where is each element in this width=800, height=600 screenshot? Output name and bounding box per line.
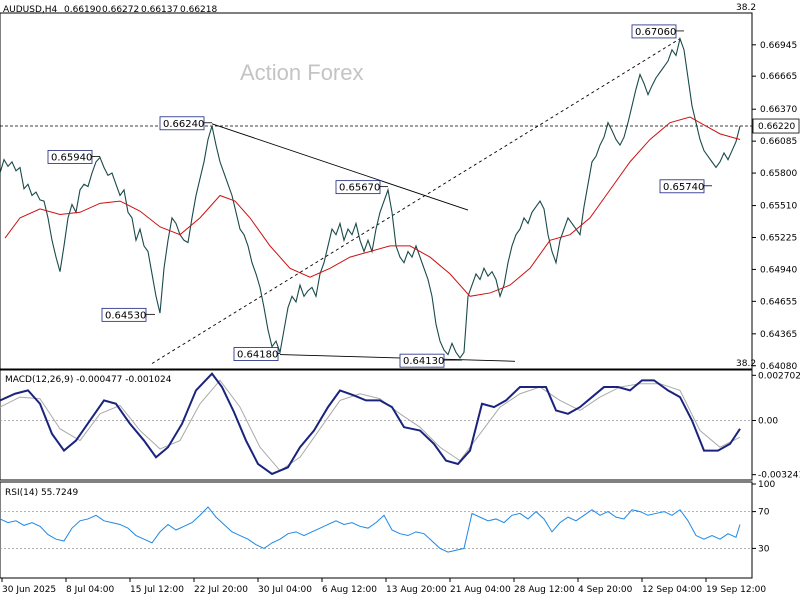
open-value: 0.66190 (64, 5, 101, 15)
price-line (0, 36, 741, 359)
price-tick-label-6: 0.65225 (760, 233, 797, 243)
price-tick-label-3: 0.66085 (760, 137, 797, 147)
price-panel-frame (0, 12, 753, 370)
price-tick-label-2: 0.66370 (760, 105, 797, 115)
macd-layer (0, 372, 752, 476)
macd-title: MACD(12,26,9) -0.000477 -0.001024 (5, 375, 172, 385)
price-tick-label-0: 0.66945 (760, 41, 797, 51)
price-callout-label-1: 0.66240 (163, 119, 204, 130)
price-callout-label-2: 0.64530 (105, 310, 146, 321)
time-tick-label-4: 30 Jul 04:00 (258, 585, 312, 595)
trend-line-2 (151, 38, 681, 364)
current-price-tag (752, 118, 800, 134)
price-axis: 0.66945 0.66665 0.66370 0.66085 0.65800 0.655… (752, 41, 800, 372)
time-axis: 30 Jun 2025 8 Jul 04:00 15 Jul 12:00 22 Jul… (1, 578, 766, 595)
time-tick-label-8: 28 Aug 12:00 (514, 585, 575, 595)
price-callout-box-4 (233, 347, 279, 361)
price-callout-box-3 (335, 180, 381, 195)
price-tick-label-10: 0.64080 (760, 362, 797, 372)
current-price-label: 0.66220 (758, 122, 795, 132)
rsi-axis: 100 70 30 (752, 480, 775, 554)
rsi-tick-label-1: 70 (758, 508, 770, 518)
top-corner-label: 38.2 (736, 3, 756, 13)
symbol-label: AUDUSD,H4 (3, 5, 58, 15)
rsi-line (0, 506, 741, 553)
moving-average-line (4, 116, 741, 297)
close-value: 0.66218 (180, 5, 217, 15)
price-callout-box-1 (159, 116, 205, 131)
time-tick-label-2: 15 Jul 12:00 (130, 585, 184, 595)
price-callout-2: 0.64530 (101, 307, 155, 322)
price-tick-label-7: 0.64940 (760, 265, 797, 275)
price-callout-box-5 (399, 353, 445, 368)
price-callout-box-6 (631, 24, 677, 39)
price-callout-label-5: 0.64130 (403, 356, 444, 367)
bottom-corner-label: 38.2 (736, 359, 756, 369)
time-tick-label-10: 12 Sep 04:00 (642, 585, 702, 595)
time-tick-label-1: 8 Jul 04:00 (66, 585, 115, 595)
rsi-layer (0, 506, 752, 553)
time-tick-label-3: 22 Jul 20:00 (194, 585, 248, 595)
price-layer: 0.65940 0.66240 0.64530 0.65670 0.64180 0.641… (0, 24, 752, 368)
price-callout-0: 0.65940 (47, 149, 100, 164)
price-callout-label-6: 0.67060 (635, 27, 676, 38)
price-tick-label-1: 0.66665 (760, 72, 797, 82)
macd-line (0, 372, 741, 476)
price-callout-3: 0.65670 (335, 180, 388, 195)
high-value: 0.66272 (102, 5, 139, 15)
price-callout-7: 0.65740 (659, 179, 712, 194)
price-callout-5: 0.64130 (399, 353, 462, 368)
time-tick-label-9: 4 Sep 20:00 (578, 585, 633, 595)
time-tick-label-7: 21 Aug 04:00 (450, 585, 511, 595)
time-tick-label-5: 6 Aug 12:00 (322, 585, 377, 595)
price-tick-label-8: 0.64655 (760, 297, 797, 307)
price-callout-label-7: 0.65740 (663, 182, 704, 193)
macd-tick-label-0: 0.002702 (758, 371, 800, 381)
price-tick-label-5: 0.65510 (760, 202, 797, 212)
price-callout-6: 0.67060 (631, 24, 684, 39)
price-callout-label-3: 0.65670 (339, 183, 380, 194)
macd-tick-label-1: 0.00 (758, 416, 778, 426)
price-tick-label-9: 0.64365 (760, 330, 797, 340)
price-tick-label-4: 0.65800 (760, 169, 797, 179)
low-value: 0.66137 (141, 5, 178, 15)
price-callout-4: 0.64180 (233, 347, 280, 361)
price-callout-box-7 (659, 179, 705, 194)
rsi-title: RSI(14) 55.7249 (5, 488, 78, 498)
watermark: Action Forex (240, 60, 364, 85)
rsi-tick-label-0: 100 (758, 480, 775, 490)
macd-axis: 0.002702 0.00 -0.003241 (752, 371, 800, 481)
macd-signal-line (0, 379, 741, 472)
macd-tick-label-2: -0.003241 (758, 471, 800, 481)
macd-panel-frame (0, 369, 753, 481)
rsi-tick-label-2: 30 (758, 544, 770, 554)
price-callout-box-2 (101, 307, 147, 322)
rsi-panel-frame (0, 481, 753, 579)
trend-line-1 (279, 354, 516, 362)
price-callout-1: 0.66240 (159, 116, 212, 131)
time-tick-label-11: 19 Sep 12:00 (706, 585, 766, 595)
time-tick-label-6: 13 Aug 20:00 (386, 585, 447, 595)
price-callout-box-0 (47, 149, 93, 164)
price-callout-label-0: 0.65940 (51, 152, 92, 163)
time-tick-label-0: 30 Jun 2025 (2, 585, 56, 595)
price-callout-label-4: 0.64180 (237, 350, 278, 361)
